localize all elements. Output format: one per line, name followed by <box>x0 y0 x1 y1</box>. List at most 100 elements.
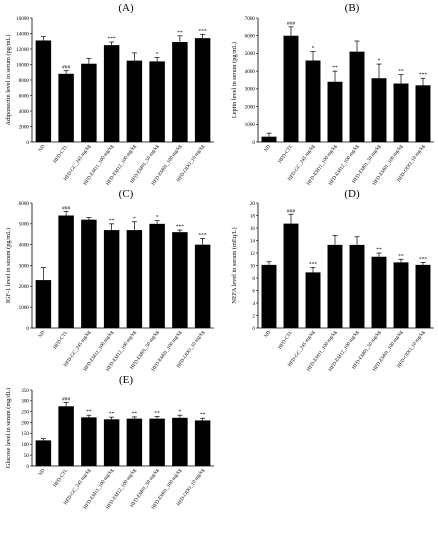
y-tick-label: 6000 <box>19 201 30 207</box>
bar <box>194 38 211 142</box>
significance-label: * <box>312 46 315 52</box>
y-tick-label: 5000 <box>19 222 30 228</box>
y-tick-label: 2000 <box>245 104 256 110</box>
significance-label: *** <box>309 261 318 267</box>
y-tick-label: 10000 <box>16 62 29 68</box>
significance-label: ### <box>287 21 296 27</box>
significance-label: * <box>156 52 159 58</box>
x-tick-label: HFD-CTL <box>278 330 294 350</box>
x-tick-label: ND <box>264 330 272 339</box>
significance-label: ** <box>376 247 382 253</box>
bar <box>349 51 365 142</box>
significance-label: ** <box>132 411 138 417</box>
significance-label: ### <box>62 396 71 402</box>
y-axis-title: Adiponectin level in serum (pg/mL) <box>5 35 12 126</box>
y-tick-label: 0 <box>26 464 29 470</box>
significance-label: *** <box>108 36 117 42</box>
y-axis-title: NEFA level in serum (mEq/L) <box>231 227 238 303</box>
y-tick-label: 20 <box>250 201 256 207</box>
y-tick-label: 12 <box>250 251 256 257</box>
bar <box>172 417 188 466</box>
bar <box>103 419 120 466</box>
bar <box>305 60 321 143</box>
x-tick-label: HFD-CTL <box>53 144 69 164</box>
chart-panel: (B) 0 1000 2000 3000 4000 5000 6000 7000 Leptin l… <box>231 2 434 187</box>
y-tick-label: 4000 <box>19 242 30 248</box>
y-tick-label: 200 <box>21 420 29 426</box>
y-tick-label: 150 <box>21 431 29 437</box>
y-tick-label: 10 <box>250 263 256 269</box>
y-tick-label: 5000 <box>245 51 256 57</box>
bar <box>327 81 343 142</box>
bar <box>305 272 321 328</box>
bar <box>149 223 165 328</box>
bar <box>283 35 299 142</box>
chart-panel: (A) 0 2000 4000 6000 8000 10000 12000 14000 16000… <box>5 2 214 187</box>
x-tick-label: ND <box>38 330 46 339</box>
bar <box>349 244 365 328</box>
y-tick-label: 300 <box>21 399 29 405</box>
panel-title: (B) <box>345 2 360 14</box>
significance-label: *** <box>419 256 428 262</box>
x-tick-label: HFD-CTL <box>53 330 69 350</box>
bar <box>261 136 277 142</box>
bar <box>283 223 299 328</box>
bar <box>58 73 74 142</box>
bar <box>81 219 97 328</box>
y-tick-label: 6000 <box>245 34 256 40</box>
significance-label: ** <box>86 409 92 415</box>
significance-label: * <box>156 215 159 221</box>
y-tick-label: 4 <box>252 301 255 307</box>
y-tick-label: 7000 <box>245 16 256 22</box>
bar <box>261 264 277 328</box>
x-tick-label: ND <box>264 144 272 153</box>
y-tick-label: 16000 <box>16 16 29 22</box>
significance-label: ** <box>332 65 338 71</box>
significance-label: *** <box>176 224 185 230</box>
bar <box>103 45 120 142</box>
y-tick-label: 2000 <box>19 124 30 130</box>
bar <box>81 63 97 142</box>
panel-title: (A) <box>118 2 134 14</box>
chart-panel: (E) 0 50 100 150 200 250 300 350 Glucose level in… <box>5 374 214 511</box>
significance-label: * <box>378 58 381 64</box>
y-axis-title: Leptin level in serum (pg/mL) <box>231 42 238 118</box>
significance-label: ** <box>177 30 183 36</box>
panel-title: (C) <box>119 188 134 200</box>
y-tick-label: 12000 <box>16 47 29 53</box>
x-tick-label: HFD-CTL <box>53 468 69 488</box>
bar <box>415 85 431 142</box>
y-tick-label: 50 <box>24 453 30 459</box>
y-tick-label: 250 <box>21 410 29 416</box>
y-tick-label: 100 <box>21 442 29 448</box>
y-tick-label: 1000 <box>19 305 30 311</box>
bar <box>371 256 387 328</box>
y-tick-label: 0 <box>26 326 29 332</box>
y-axis-title: IGF-1 level in serum (pg/mL) <box>5 228 12 303</box>
significance-label: ** <box>200 412 206 418</box>
bar <box>194 420 211 466</box>
significance-label: ** <box>398 69 404 75</box>
significance-label: *** <box>419 72 428 78</box>
bar <box>149 418 165 466</box>
bar <box>58 215 74 328</box>
y-tick-label: 4000 <box>245 69 256 75</box>
y-axis-title: Glucose level in serum (mg/dL) <box>5 388 12 468</box>
y-tick-label: 3000 <box>245 87 256 93</box>
chart-panel: (C) 0 1000 2000 3000 4000 5000 6000 IGF-1 level … <box>5 188 214 373</box>
y-tick-label: 2000 <box>19 284 30 290</box>
y-tick-label: 6 <box>252 288 255 294</box>
significance-label: *** <box>199 28 208 34</box>
significance-label: ** <box>154 410 160 416</box>
bar <box>126 418 143 466</box>
y-tick-label: 8 <box>252 276 255 282</box>
bar <box>58 406 74 466</box>
bar <box>371 78 387 142</box>
y-tick-label: 4000 <box>19 109 30 115</box>
y-tick-label: 14000 <box>16 31 29 37</box>
bar <box>194 244 211 328</box>
bar <box>149 61 165 142</box>
bar <box>393 83 409 142</box>
y-tick-label: 14 <box>250 238 256 244</box>
bar <box>393 262 409 328</box>
